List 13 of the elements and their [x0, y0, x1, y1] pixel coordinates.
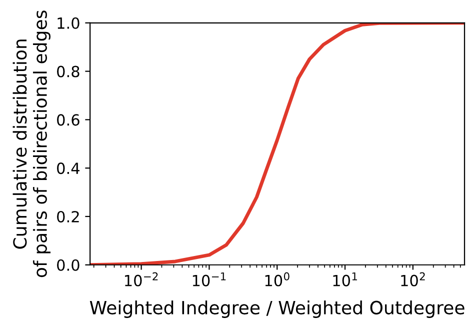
y-tick-label: 0.2 — [57, 210, 79, 222]
x-tick-label: 10$^{0}$ — [265, 272, 290, 286]
x-tick-label: 10$^{2}$ — [401, 272, 425, 286]
y-tick-label: 0.0 — [57, 259, 80, 271]
x-tick-label: 10$^{−1}$ — [192, 272, 226, 286]
y-tick-label: 0.4 — [57, 162, 80, 174]
x-tick-label: 10$^{1}$ — [333, 272, 357, 286]
y-axis-title: Cumulative distribution of pairs of bidirectional edges — [12, 10, 50, 278]
y-tick-label: 1.0 — [58, 17, 80, 29]
x-tick-label: 10$^{−2}$ — [125, 272, 158, 286]
y-tick-label: 0.8 — [57, 66, 80, 78]
y-tick-label: 0.6 — [57, 114, 80, 126]
x-axis-title: Weighted Indegree / Weighted Outdegree — [90, 300, 464, 318]
